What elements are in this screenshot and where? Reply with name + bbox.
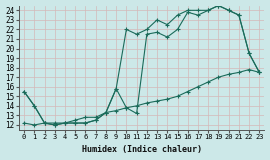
X-axis label: Humidex (Indice chaleur): Humidex (Indice chaleur) bbox=[82, 145, 202, 154]
